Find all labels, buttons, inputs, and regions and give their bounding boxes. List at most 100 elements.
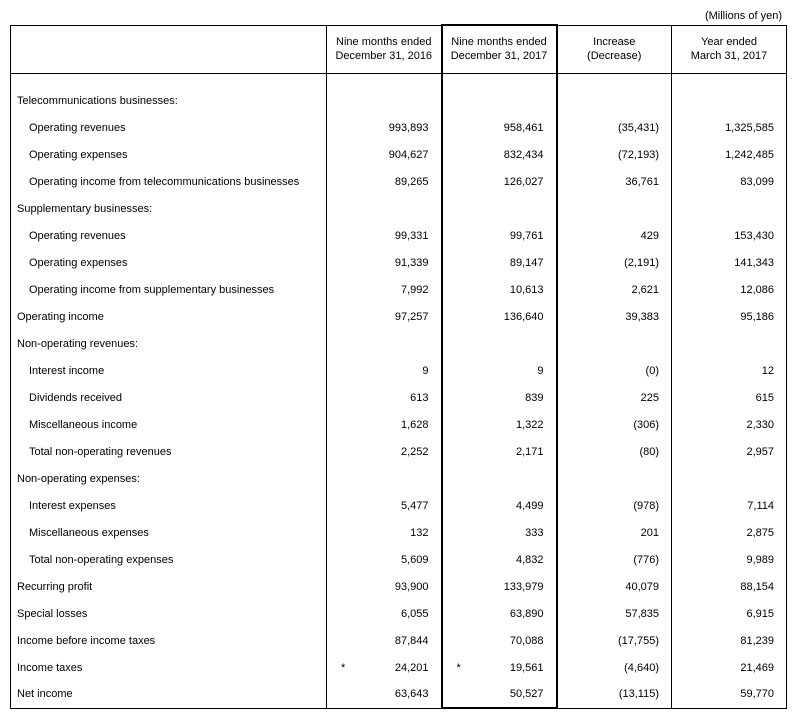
row-value: (4,640)	[557, 654, 672, 681]
row-value: (17,755)	[557, 627, 672, 654]
row-label: Operating expenses	[11, 141, 327, 168]
row-value: 12	[672, 357, 787, 384]
row-value	[672, 87, 787, 114]
row-label: Operating income	[11, 303, 327, 330]
table-header-row: Nine months endedDecember 31, 2016 Nine …	[11, 25, 787, 73]
row-value	[442, 465, 557, 492]
row-value	[442, 195, 557, 222]
row-label: Operating income from supplementary busi…	[11, 276, 327, 303]
row-label: Income before income taxes	[11, 627, 327, 654]
table-row: Interest income99(0)12	[11, 357, 787, 384]
row-value: 4,832	[442, 546, 557, 573]
table-row	[11, 73, 787, 87]
row-value: (13,115)	[557, 681, 672, 708]
row-value: 59,770	[672, 681, 787, 708]
row-value: 87,844	[327, 627, 442, 654]
row-label: Operating income from telecommunications…	[11, 168, 327, 195]
row-value: 7,992	[327, 276, 442, 303]
table-row: Operating revenues993,893958,461(35,431)…	[11, 114, 787, 141]
row-value: 333	[442, 519, 557, 546]
table-row: Miscellaneous income1,6281,322(306)2,330	[11, 411, 787, 438]
row-value: 89,265	[327, 168, 442, 195]
row-value: 63,890	[442, 600, 557, 627]
row-value: 839	[442, 384, 557, 411]
row-label: Non-operating revenues:	[11, 330, 327, 357]
row-value: 1,242,485	[672, 141, 787, 168]
table-row: Special losses6,05563,89057,8356,915	[11, 600, 787, 627]
row-value: 2,171	[442, 438, 557, 465]
row-value: 12,086	[672, 276, 787, 303]
row-label: Miscellaneous income	[11, 411, 327, 438]
row-value	[672, 465, 787, 492]
row-value: 201	[557, 519, 672, 546]
row-value	[327, 330, 442, 357]
row-value: 10,613	[442, 276, 557, 303]
row-value: 6,055	[327, 600, 442, 627]
row-value: 1,322	[442, 411, 557, 438]
row-value: (2,191)	[557, 249, 672, 276]
row-value: 81,239	[672, 627, 787, 654]
row-value: (978)	[557, 492, 672, 519]
row-value	[442, 330, 557, 357]
row-label: Operating revenues	[11, 114, 327, 141]
row-value	[557, 87, 672, 114]
row-label: Dividends received	[11, 384, 327, 411]
row-value: 136,640	[442, 303, 557, 330]
table-row: Income before income taxes87,84470,088(1…	[11, 627, 787, 654]
row-value: 99,761	[442, 222, 557, 249]
table-row: Income taxes*24,201*19,561(4,640)21,469	[11, 654, 787, 681]
row-value: 89,147	[442, 249, 557, 276]
table-row: Operating income from supplementary busi…	[11, 276, 787, 303]
row-value	[327, 465, 442, 492]
row-value: 5,477	[327, 492, 442, 519]
row-label: Total non-operating revenues	[11, 438, 327, 465]
row-value: 36,761	[557, 168, 672, 195]
row-value: 88,154	[672, 573, 787, 600]
row-value: 133,979	[442, 573, 557, 600]
row-value: 153,430	[672, 222, 787, 249]
row-value: 429	[557, 222, 672, 249]
table-row: Net income63,64350,527(13,115)59,770	[11, 681, 787, 708]
row-label: Interest income	[11, 357, 327, 384]
table-row: Telecommunications businesses:	[11, 87, 787, 114]
row-value: 904,627	[327, 141, 442, 168]
row-value: 225	[557, 384, 672, 411]
row-value: 615	[672, 384, 787, 411]
row-value: 6,915	[672, 600, 787, 627]
header-label-col	[11, 25, 327, 73]
row-value: 83,099	[672, 168, 787, 195]
row-value: *24,201	[327, 654, 442, 681]
table-row: Total non-operating expenses5,6094,832(7…	[11, 546, 787, 573]
asterisk-icon: *	[341, 662, 345, 674]
row-value: 9	[327, 357, 442, 384]
row-value: 2,875	[672, 519, 787, 546]
row-value: (306)	[557, 411, 672, 438]
row-label: Miscellaneous expenses	[11, 519, 327, 546]
row-value	[557, 330, 672, 357]
row-value: 613	[327, 384, 442, 411]
table-row: Operating income from telecommunications…	[11, 168, 787, 195]
header-col-4: Year endedMarch 31, 2017	[672, 25, 787, 73]
table-row: Miscellaneous expenses1323332012,875	[11, 519, 787, 546]
table-row: Non-operating expenses:	[11, 465, 787, 492]
table-row: Total non-operating revenues2,2522,171(8…	[11, 438, 787, 465]
row-value: 50,527	[442, 681, 557, 708]
table-row: Operating revenues99,33199,761429153,430	[11, 222, 787, 249]
row-value: 93,900	[327, 573, 442, 600]
row-label: Recurring profit	[11, 573, 327, 600]
row-value: 993,893	[327, 114, 442, 141]
row-value	[327, 195, 442, 222]
row-value: 958,461	[442, 114, 557, 141]
row-value	[327, 87, 442, 114]
row-value: 57,835	[557, 600, 672, 627]
table-row: Operating expenses904,627832,434(72,193)…	[11, 141, 787, 168]
row-value	[672, 330, 787, 357]
row-value: (776)	[557, 546, 672, 573]
header-col-3: Increase(Decrease)	[557, 25, 672, 73]
row-value: 70,088	[442, 627, 557, 654]
row-value: *19,561	[442, 654, 557, 681]
row-value: 2,957	[672, 438, 787, 465]
row-value: 5,609	[327, 546, 442, 573]
financial-table-container: (Millions of yen) Nine months endedDecem…	[10, 10, 787, 709]
row-value: 141,343	[672, 249, 787, 276]
